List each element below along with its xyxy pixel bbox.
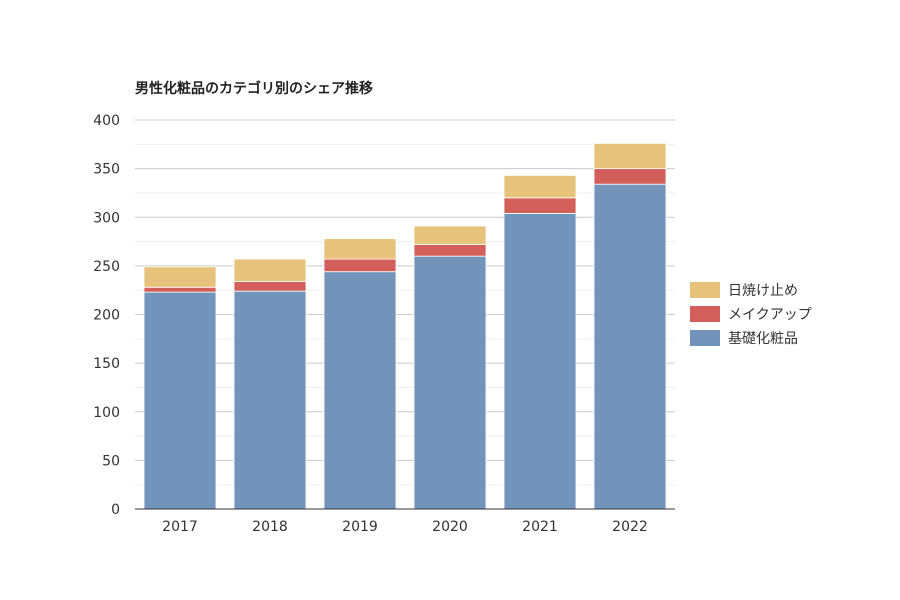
bar-segment[interactable] [593, 168, 667, 185]
y-tick-label: 350 [93, 162, 120, 178]
bar-segment[interactable] [323, 271, 397, 510]
gridlines [135, 119, 675, 486]
bar-segment[interactable] [323, 238, 397, 260]
bar-segment[interactable] [593, 183, 667, 510]
x-tick-label: 2022 [612, 519, 648, 535]
y-tick-label: 50 [102, 453, 120, 469]
y-tick-label: 0 [111, 502, 120, 518]
bar-segment[interactable] [143, 286, 217, 293]
bar-segment[interactable] [233, 290, 307, 510]
bar-segment[interactable] [413, 225, 487, 245]
x-tick-label: 2020 [432, 519, 468, 535]
axes: 0 50 100 150 200 250 300 350 400 2017 2018 2019 2020… [93, 113, 675, 535]
y-tick-label: 200 [93, 308, 120, 324]
bar-segment[interactable] [503, 197, 577, 214]
bar-segment[interactable] [233, 258, 307, 282]
bar-segment[interactable] [503, 212, 577, 510]
bar-segment[interactable] [413, 244, 487, 257]
y-tick-label: 400 [93, 113, 120, 129]
bar-segment[interactable] [503, 175, 577, 199]
legend-label[interactable]: 基礎化粧品 [728, 330, 798, 347]
bar-segment[interactable] [143, 266, 217, 288]
legend-label[interactable]: メイクアップ [728, 307, 812, 323]
legend-swatch[interactable] [690, 330, 720, 346]
bar-segment[interactable] [593, 142, 667, 170]
x-tick-label: 2021 [522, 519, 558, 535]
legend-swatch[interactable] [690, 306, 720, 322]
bar-segment[interactable] [323, 258, 397, 273]
y-tick-label: 100 [93, 405, 120, 421]
bar-segment[interactable] [413, 255, 487, 510]
y-tick-label: 300 [93, 210, 120, 226]
legend-swatch[interactable] [690, 282, 720, 298]
bars [143, 142, 667, 510]
x-tick-label: 2017 [162, 519, 198, 535]
chart-title: 男性化粧品のカテゴリ別のシェア推移 [135, 80, 373, 97]
bar-segment[interactable] [143, 291, 217, 510]
legend-label[interactable]: 日焼け止め [728, 283, 798, 299]
x-tick-label: 2018 [252, 519, 288, 535]
x-tick-label: 2019 [342, 519, 378, 535]
y-tick-label: 250 [93, 259, 120, 275]
bar-segment[interactable] [233, 281, 307, 292]
y-tick-label: 150 [93, 356, 120, 372]
